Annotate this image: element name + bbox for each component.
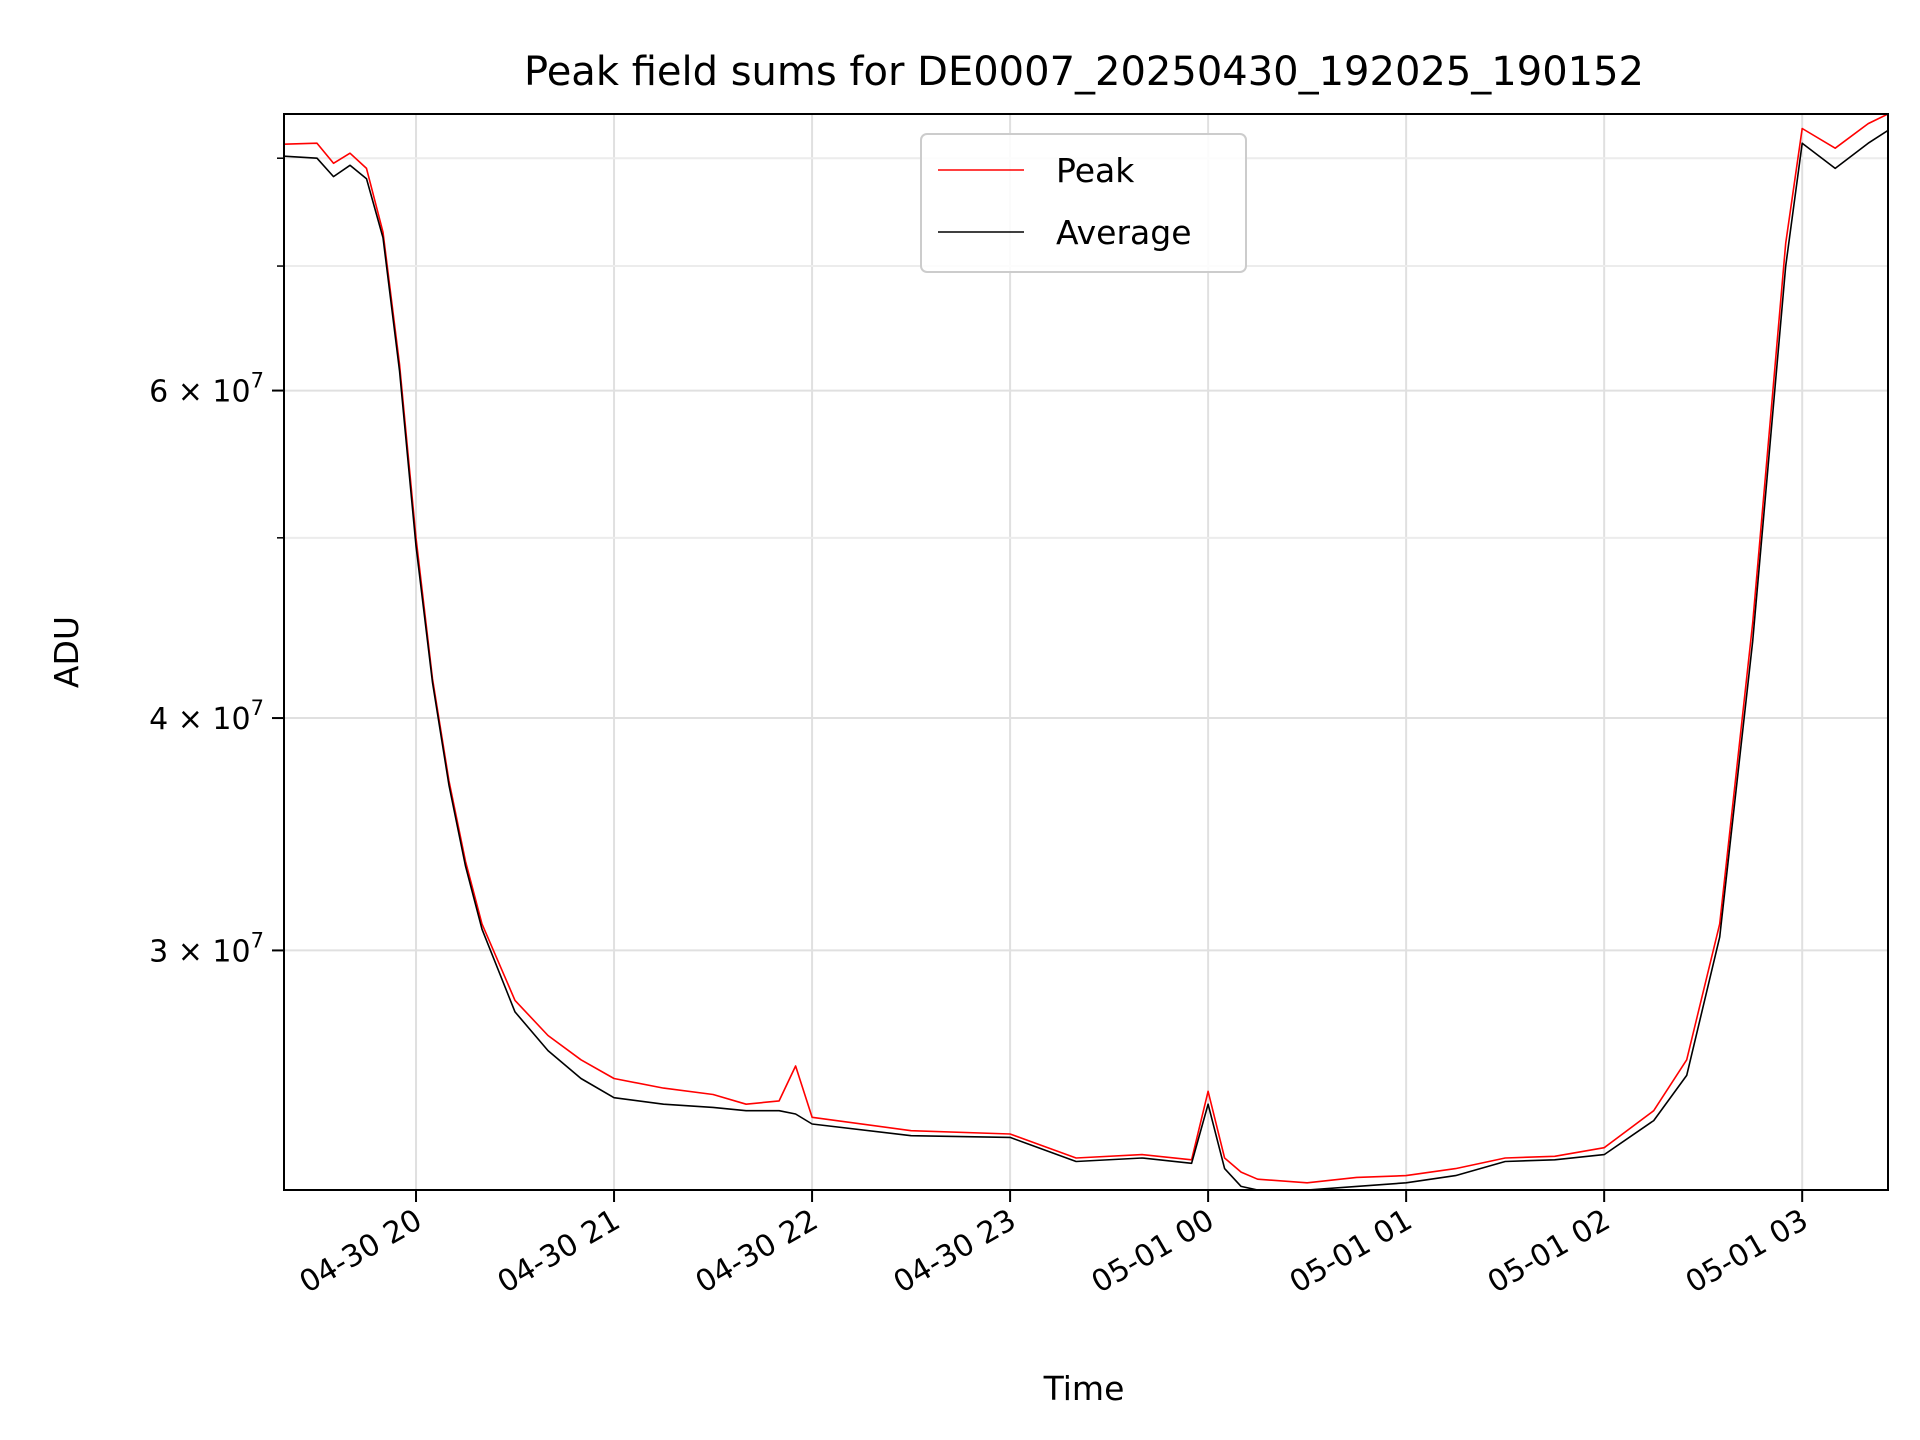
series-line-average (284, 129, 1888, 1190)
legend-average-label: Average (1056, 213, 1192, 252)
y-axis-label: ADU (47, 616, 86, 688)
legend: Peak Average (920, 133, 1247, 273)
y-tick-label: 6 × 107 (149, 369, 264, 410)
legend-peak-label: Peak (1056, 151, 1135, 190)
y-tick-label: 3 × 107 (149, 928, 264, 969)
legend-box (920, 133, 1247, 273)
x-axis-label: Time (1043, 1369, 1125, 1408)
plot-frame (283, 113, 1889, 1191)
y-tick-label: 4 × 107 (149, 696, 264, 737)
chart-title: Peak field sums for DE0007_20250430_1920… (524, 49, 1644, 95)
y-axis: 3 × 107 4 × 107 6 × 107 (149, 157, 284, 969)
series-layer (284, 114, 1888, 1190)
